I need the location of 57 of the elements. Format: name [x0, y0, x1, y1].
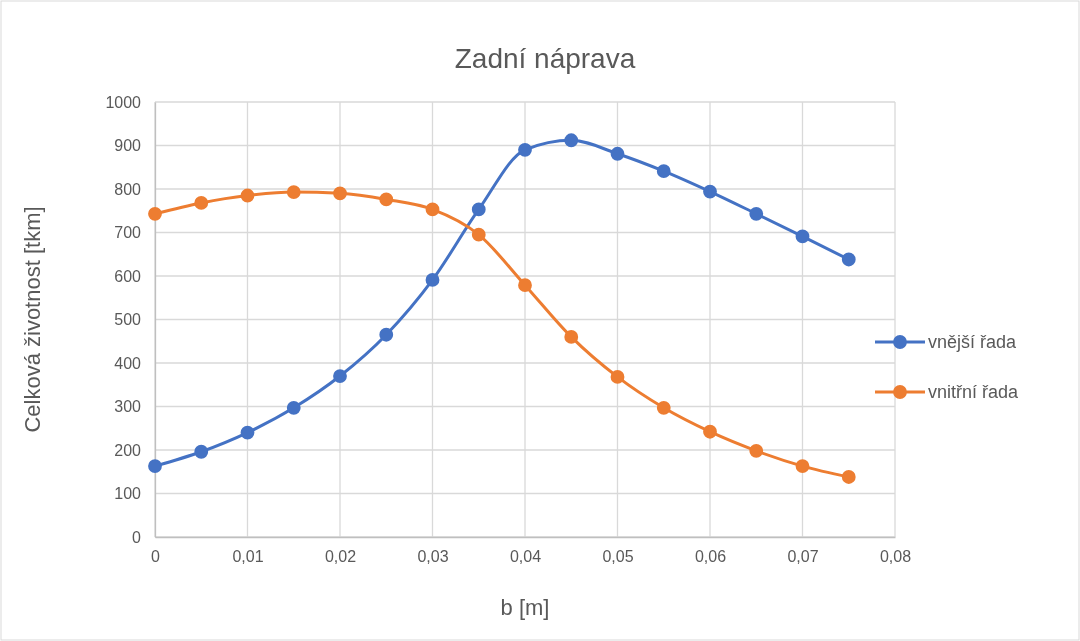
- point: [379, 192, 394, 207]
- chart-title: Zadní náprava: [454, 43, 636, 74]
- x-tick-label: 0,03: [417, 548, 449, 566]
- point: [749, 206, 764, 221]
- legend-label: vnější řada: [928, 332, 1018, 352]
- point: [749, 443, 764, 458]
- point: [425, 202, 440, 217]
- y-tick-label: 0: [132, 528, 142, 546]
- point: [240, 188, 255, 203]
- point: [656, 164, 671, 179]
- legend-label: vnitřní řada: [928, 382, 1020, 402]
- point: [841, 470, 856, 484]
- point: [564, 330, 579, 344]
- point: [841, 252, 856, 267]
- point: [518, 142, 532, 157]
- point: [194, 196, 209, 210]
- y-axis-title: Celková životnost [tkm]: [20, 206, 45, 433]
- x-tick-label: 0,01: [232, 548, 264, 566]
- y-tick-label: 400: [114, 354, 142, 372]
- x-tick-label: 0: [151, 548, 161, 566]
- point: [518, 278, 532, 293]
- point: [471, 202, 486, 217]
- point: [795, 459, 810, 473]
- y-tick-label: 200: [114, 441, 142, 459]
- x-tick-label: 0,06: [694, 548, 727, 566]
- point: [194, 444, 209, 459]
- point: [379, 327, 394, 342]
- y-tick-label: 900: [114, 137, 142, 155]
- point: [425, 273, 440, 287]
- x-tick-label: 0,07: [787, 548, 819, 566]
- x-axis-title: b [m]: [500, 595, 550, 620]
- point: [564, 133, 579, 148]
- point: [703, 424, 717, 439]
- point: [703, 184, 717, 199]
- y-tick-label: 300: [114, 398, 142, 416]
- point: [286, 400, 301, 415]
- y-tick-label: 600: [114, 267, 142, 285]
- point: [240, 425, 255, 440]
- point: [471, 227, 486, 242]
- y-tick-label: 800: [114, 180, 142, 198]
- point: [286, 185, 301, 199]
- x-tick-label: 0,05: [602, 548, 634, 566]
- point: [610, 146, 625, 161]
- y-tick-label: 700: [114, 224, 142, 242]
- point: [795, 229, 810, 244]
- point: [148, 459, 162, 473]
- y-tick-label: 1000: [105, 93, 142, 111]
- y-tick-label: 100: [114, 485, 142, 503]
- y-tick-label: 500: [114, 311, 142, 329]
- point: [333, 186, 347, 201]
- point: [610, 370, 625, 384]
- point: [333, 369, 347, 383]
- x-tick-label: 0,04: [509, 548, 542, 566]
- point: [148, 206, 162, 221]
- x-tick-label: 0,02: [324, 548, 357, 566]
- point: [656, 400, 671, 415]
- x-tick-label: 0,08: [879, 548, 912, 566]
